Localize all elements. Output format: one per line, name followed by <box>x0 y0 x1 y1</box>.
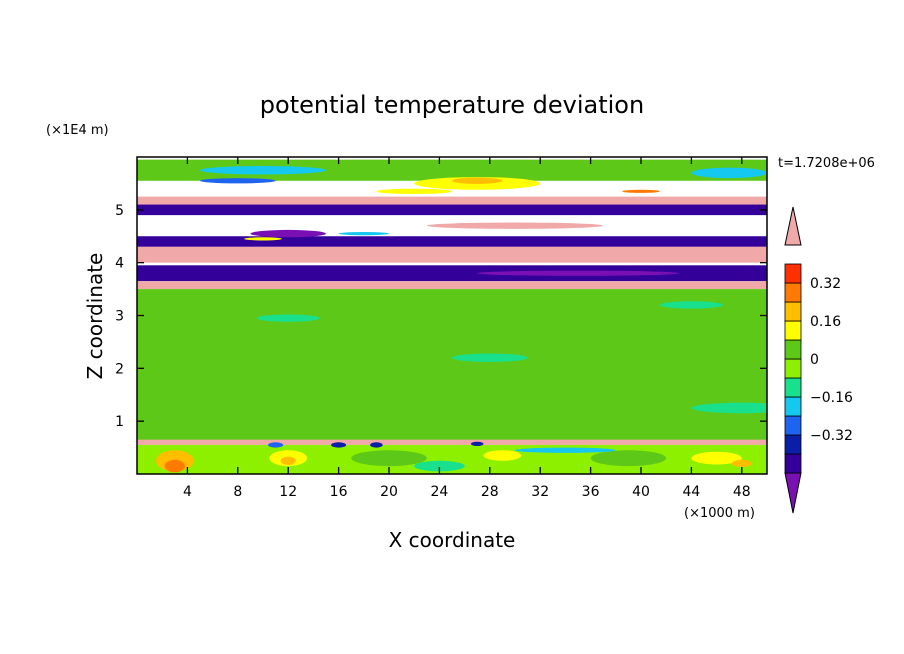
x-tick-label: 40 <box>632 484 650 500</box>
field-feature <box>149 340 200 354</box>
field-band <box>137 246 767 263</box>
x-tick-label: 28 <box>481 484 499 500</box>
x-axis: 4 8 12 16 20 24 28 32 36 40 44 48 <box>183 157 751 500</box>
field-feature <box>331 442 347 448</box>
field-feature <box>376 188 453 194</box>
field-feature <box>370 442 383 448</box>
field-feature <box>483 450 522 461</box>
field-feature <box>691 167 767 179</box>
field-feature <box>338 232 389 236</box>
field-feature <box>659 301 723 309</box>
field-feature <box>590 450 667 467</box>
field-feature <box>685 372 767 386</box>
y-tick-label: 3 <box>115 309 124 325</box>
colorbar-swatch <box>784 263 802 284</box>
x-tick-label: 44 <box>682 484 700 500</box>
colorbar-swatch <box>784 301 802 322</box>
y-tick-label: 1 <box>115 414 124 430</box>
field-feature <box>200 165 326 175</box>
field-feature <box>164 459 185 473</box>
field-feature <box>338 303 440 317</box>
field-feature <box>622 189 660 193</box>
field-band <box>137 289 767 443</box>
colorbar-label: 0.32 <box>810 276 841 292</box>
field-band <box>137 196 767 205</box>
field-band <box>137 281 767 290</box>
colorbar-label: −0.32 <box>810 428 853 444</box>
field-feature <box>313 415 415 427</box>
field-feature <box>250 229 326 238</box>
field-feature <box>515 447 616 453</box>
field-feature <box>244 237 282 241</box>
y-tick-label: 5 <box>115 203 124 219</box>
field-feature <box>414 460 465 472</box>
colorbar-label: −0.16 <box>810 390 853 406</box>
colorbar-arrow-low <box>784 472 802 514</box>
field-feature <box>351 450 427 467</box>
field-feature <box>268 442 284 448</box>
field-feature <box>452 353 528 362</box>
colorbar-arrow-high <box>784 206 802 246</box>
field-feature <box>470 441 484 446</box>
chart-title: potential temperature deviation <box>260 91 644 119</box>
field-feature <box>731 459 752 468</box>
x-tick-label: 12 <box>279 484 297 500</box>
y-axis: 1 2 3 4 5 <box>115 203 767 430</box>
colorbar-swatch <box>784 377 802 398</box>
field-feature <box>200 178 276 184</box>
field-feature <box>691 402 767 414</box>
field-feature <box>477 270 679 276</box>
colorbar-swatch <box>784 320 802 341</box>
colorbar: 0.32 0.16 0 −0.16 −0.32 <box>784 206 853 514</box>
colorbar-swatch <box>784 415 802 436</box>
field-band <box>137 439 767 445</box>
y-axis-label: Z coordinate <box>83 253 107 380</box>
field-band <box>137 236 767 247</box>
field-feature <box>578 408 654 418</box>
colorbar-swatch <box>784 358 802 379</box>
x-tick-label: 8 <box>233 484 242 500</box>
colorbar-swatch <box>784 453 802 474</box>
colorbar-swatch <box>784 396 802 417</box>
colorbar-swatch <box>784 282 802 303</box>
field-feature <box>452 177 503 184</box>
x-tick-label: 20 <box>380 484 398 500</box>
field-feature <box>496 295 560 304</box>
x-tick-label: 16 <box>330 484 348 500</box>
time-label: t=1.7208e+06 <box>778 156 875 171</box>
x-tick-label: 4 <box>183 484 192 500</box>
y-tick-label: 4 <box>115 256 124 272</box>
colorbar-swatch <box>784 434 802 455</box>
y-tick-label: 2 <box>115 361 124 377</box>
field-feature <box>256 314 320 322</box>
field-feature <box>426 222 604 229</box>
field-feature <box>187 394 263 406</box>
y-units-label: (×1E4 m) <box>46 123 109 138</box>
colorbar-label: 0.16 <box>810 314 841 330</box>
x-axis-label: X coordinate <box>389 528 516 552</box>
x-tick-label: 32 <box>531 484 549 500</box>
x-tick-label: 48 <box>733 484 751 500</box>
contour-field <box>137 159 767 474</box>
field-band <box>137 204 767 216</box>
field-feature <box>704 331 767 342</box>
x-tick-label: 36 <box>582 484 600 500</box>
field-band <box>137 265 767 282</box>
field-band <box>137 159 767 181</box>
colorbar-swatch <box>784 339 802 360</box>
x-units-label: (×1000 m) <box>684 506 755 521</box>
field-feature <box>280 456 296 466</box>
x-tick-label: 24 <box>430 484 448 500</box>
field-feature <box>691 451 742 465</box>
colorbar-label: 0 <box>810 352 819 368</box>
